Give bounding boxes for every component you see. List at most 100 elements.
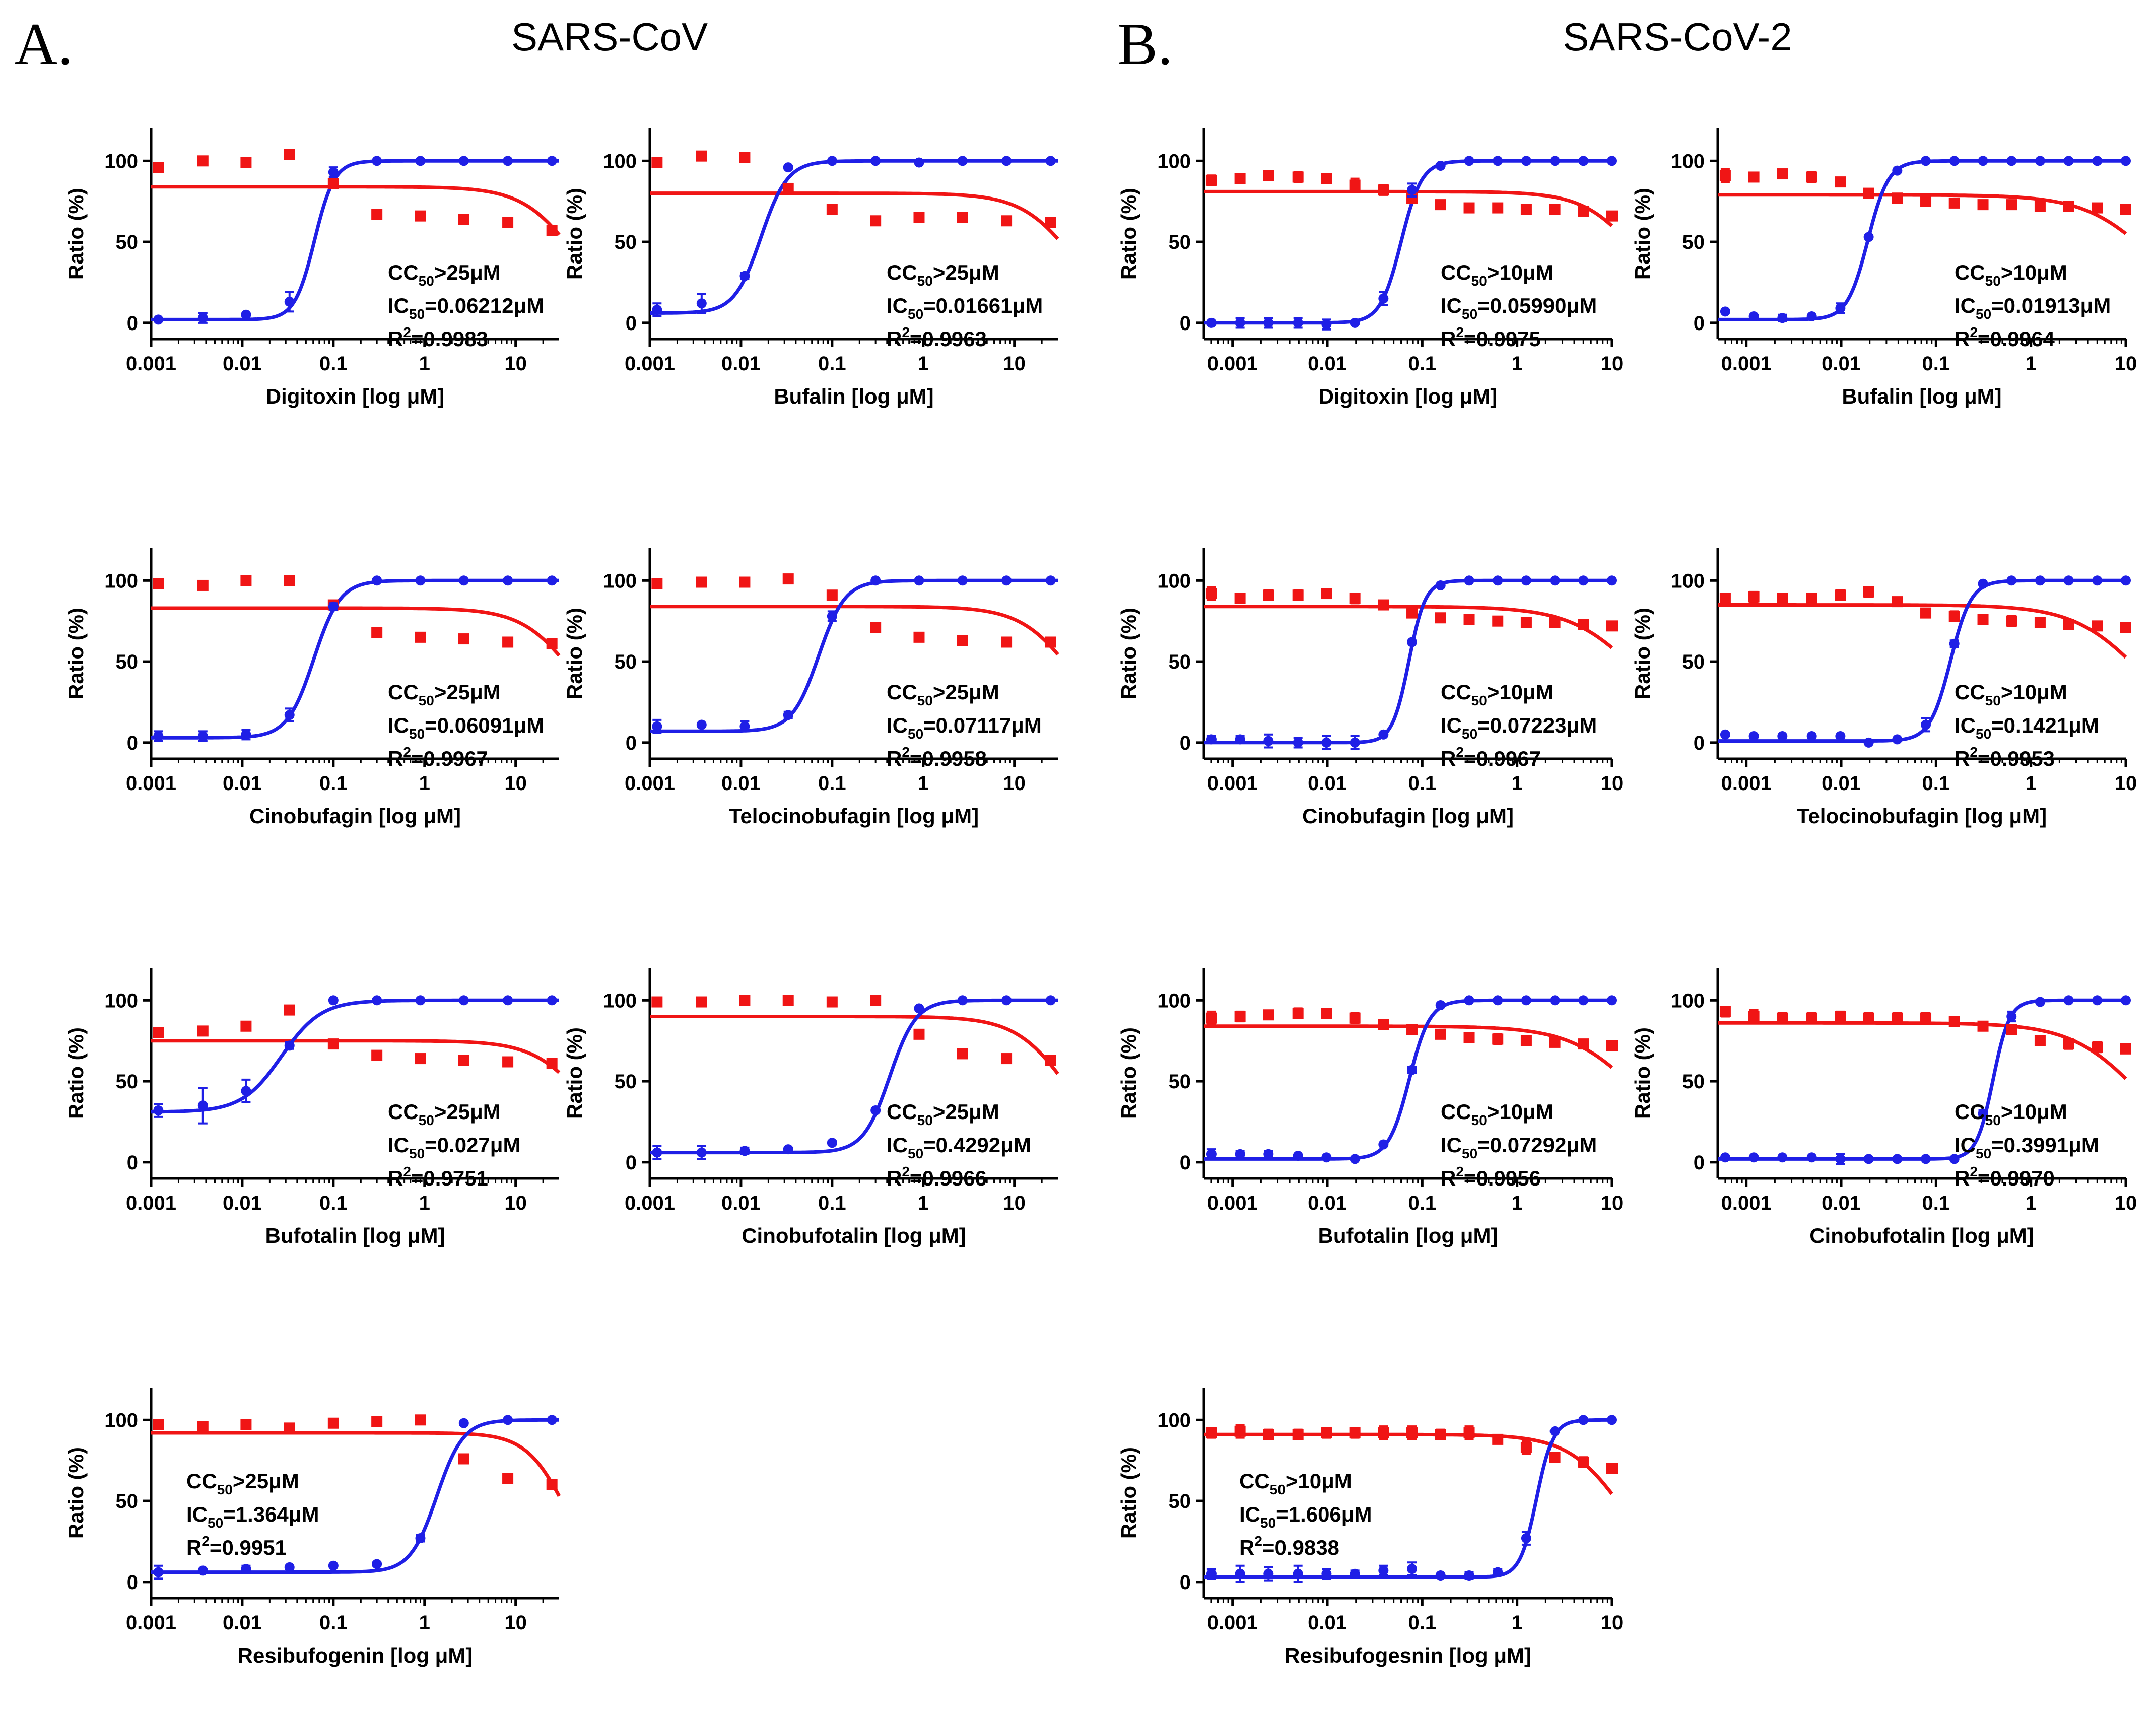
chart-9-ic-point (1263, 736, 1274, 746)
chart-1-x-tick-label: 0.001 (625, 353, 675, 375)
chart-11-cc-point (1378, 1019, 1389, 1030)
chart-9-ic-point (1607, 575, 1617, 586)
chart-9-plot: 0 50 100 0.001 0.01 0.1 1 10 Cinobufagin [log μM… (1117, 548, 1623, 828)
chart-11-ic-point (1321, 1152, 1332, 1163)
chart-2-ic-point (197, 731, 208, 741)
chart-10-ic-point (1777, 731, 1788, 741)
chart-2-x-tick-label: 0.001 (126, 772, 176, 795)
chart-13-x-tick-label: 10 (1601, 1612, 1624, 1634)
chart-9-cc-point (1234, 593, 1246, 604)
chart-9-ic-point (1206, 734, 1217, 745)
chart-11-cc-point (1492, 1033, 1504, 1045)
chart-8-ic-point (2121, 156, 2131, 166)
chart-2-ic-point (503, 575, 513, 586)
chart-6-ic-point (458, 1418, 469, 1428)
chart-5-cc-point (696, 996, 707, 1008)
chart-7-x-tick-label: 0.1 (1408, 353, 1437, 375)
chart-9-cc-point (1205, 588, 1217, 600)
chart-13-cc-point (1292, 1429, 1304, 1440)
chart-10-ic-point (1720, 729, 1730, 740)
chart-11-y-tick-label: 50 (1169, 1071, 1191, 1093)
chart-8-cc-point (1748, 171, 1760, 183)
chart-3-cc-point (651, 578, 663, 589)
chart-7-x-tick-label: 0.01 (1308, 353, 1347, 375)
chart-11-cc-point (1606, 1040, 1618, 1051)
chart-8-cc-point (2120, 204, 2131, 215)
chart-11-y-axis-label: Ratio (%) (1117, 1027, 1140, 1119)
chart-8-ic-point (1863, 232, 1874, 242)
chart-8-ic-point (2006, 156, 2017, 166)
chart-6-cc-fit-curve (151, 1431, 561, 1497)
chart-3-ic-point (914, 575, 924, 586)
chart-3-ic-point (827, 611, 837, 622)
chart-10-cc-point (1806, 593, 1817, 604)
chart-12-cc-fit-curve (1718, 1021, 2127, 1080)
chart-4-cc-point (197, 1025, 209, 1037)
chart-3-ic-point (739, 721, 750, 732)
chart-13-x-tick-label: 0.001 (1207, 1612, 1258, 1634)
chart-3-cc-point (782, 573, 794, 585)
chart-7-cc-point (1435, 199, 1446, 211)
chart-13-ic-point (1378, 1565, 1389, 1576)
chart-4-ic-point (458, 995, 469, 1006)
chart-3-y-tick-label: 50 (615, 651, 637, 673)
chart-12-x-axis-label: Cinobufotalin [log μM] (1809, 1224, 2034, 1247)
chart-0-y-tick-label: 0 (127, 312, 138, 335)
chart-4-x-tick-label: 0.1 (319, 1192, 348, 1214)
chart-12-cc-point (2034, 1035, 2046, 1046)
chart-7-ic-point (1493, 156, 1503, 166)
chart-2-cc-point (458, 633, 469, 645)
chart-7-cc-point (1406, 192, 1418, 204)
chart-4-x-tick-label: 1 (419, 1192, 430, 1214)
chart-0-ic-point (153, 314, 164, 325)
chart-8-ic-point (2063, 156, 2074, 166)
chart-7-ic50-annotation: IC50=0.05990μM (1441, 294, 1597, 322)
chart-3-cc50-annotation: CC50>25μM (887, 680, 999, 708)
chart-2-cc-point (240, 575, 252, 586)
chart-0-ic-point (372, 156, 382, 166)
chart-0-y-tick-label: 50 (116, 231, 139, 253)
chart-13-cc-point (1606, 1463, 1618, 1474)
chart-3-cc-point (1001, 636, 1013, 648)
chart-13-cc50-annotation: CC50>10μM (1239, 1469, 1352, 1497)
chart-7-ic-point (1293, 317, 1303, 328)
chart-11-ic-point (1407, 1065, 1418, 1075)
chart-4-ic-point (241, 1086, 251, 1096)
chart-12-ic-point (1863, 1154, 1874, 1164)
chart-1-ic-point (652, 305, 662, 315)
chart-13-cc-point (1435, 1429, 1446, 1440)
chart-5-y-tick-label: 0 (626, 1152, 637, 1174)
chart-2-ic-point (328, 601, 339, 612)
chart-8-cc-point (1777, 168, 1788, 180)
chart-7-plot: 0 50 100 0.001 0.01 0.1 1 10 Digitoxin [log μM] R… (1117, 128, 1623, 408)
chart-12-cc-point (1948, 1016, 1960, 1027)
chart-9-cc-fit-curve (1204, 605, 1613, 649)
chart-7-cc-point (1463, 202, 1475, 214)
chart-9-r2-annotation: R2=0.9967 (1441, 744, 1541, 770)
chart-6-ic-point (415, 1533, 426, 1544)
chart-12-cc-point (1863, 1012, 1874, 1024)
chart-11-x-tick-label: 10 (1601, 1192, 1624, 1214)
chart-12-ic-point (1892, 1154, 1903, 1164)
chart-6-cc-point (502, 1473, 514, 1484)
chart-6-cc-point (371, 1416, 383, 1427)
chart-9-cc-point (1263, 589, 1274, 601)
chart-4-cc-point (546, 1058, 558, 1069)
chart-6-ic-point (372, 1559, 382, 1569)
chart-0-ic50-annotation: IC50=0.06212μM (388, 294, 544, 322)
chart-10-cc-point (1835, 589, 1846, 601)
chart-6-y-axis-label: Ratio (%) (64, 1447, 88, 1539)
chart-8-cc-point (1835, 176, 1846, 188)
chart-6-r2-annotation: R2=0.9951 (186, 1533, 287, 1559)
chart-7-ic-point (1521, 156, 1531, 166)
chart-13-ic-point (1549, 1426, 1560, 1436)
chart-1-y-tick-label: 0 (626, 312, 637, 335)
chart-3-cc-point (696, 576, 707, 588)
chart-9-cc-point (1321, 588, 1332, 600)
chart-1-x-axis-label: Bufalin [log μM] (774, 384, 933, 408)
chart-8-y-tick-label: 100 (1671, 150, 1705, 172)
chart-12-cc-point (1719, 1006, 1731, 1017)
chart-2-cc-point (415, 631, 426, 643)
chart-5-cc-point (739, 995, 751, 1006)
chart-10-ic-point (1921, 719, 1931, 730)
